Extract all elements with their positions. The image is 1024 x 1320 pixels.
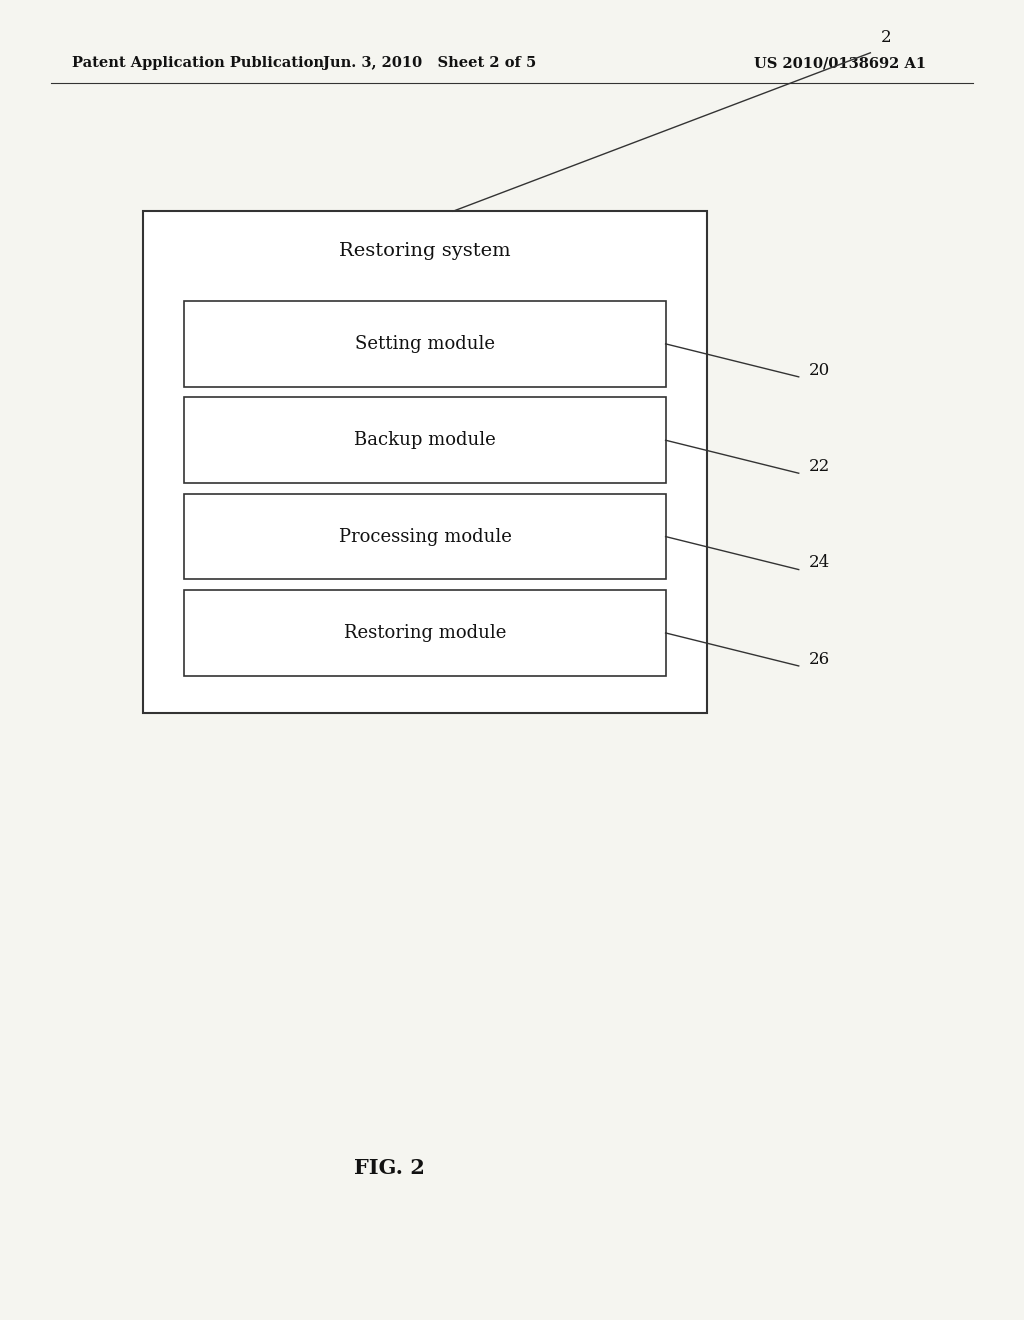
Text: Restoring system: Restoring system	[339, 242, 511, 260]
Bar	[184, 590, 666, 676]
Text: 2: 2	[881, 29, 891, 46]
Bar	[184, 397, 666, 483]
Text: 24: 24	[809, 554, 830, 572]
Text: 26: 26	[809, 651, 830, 668]
Text: Processing module: Processing module	[339, 528, 511, 545]
Text: US 2010/0138692 A1: US 2010/0138692 A1	[754, 57, 926, 70]
Text: 22: 22	[809, 458, 830, 475]
Bar	[184, 301, 666, 387]
Text: Backup module: Backup module	[354, 432, 496, 449]
Bar	[143, 211, 707, 713]
Text: FIG. 2: FIG. 2	[353, 1158, 425, 1179]
Text: 20: 20	[809, 362, 830, 379]
Text: Setting module: Setting module	[355, 335, 495, 352]
Text: Restoring module: Restoring module	[344, 624, 506, 642]
Text: Patent Application Publication: Patent Application Publication	[72, 57, 324, 70]
Text: Jun. 3, 2010   Sheet 2 of 5: Jun. 3, 2010 Sheet 2 of 5	[324, 57, 537, 70]
Bar	[184, 494, 666, 579]
